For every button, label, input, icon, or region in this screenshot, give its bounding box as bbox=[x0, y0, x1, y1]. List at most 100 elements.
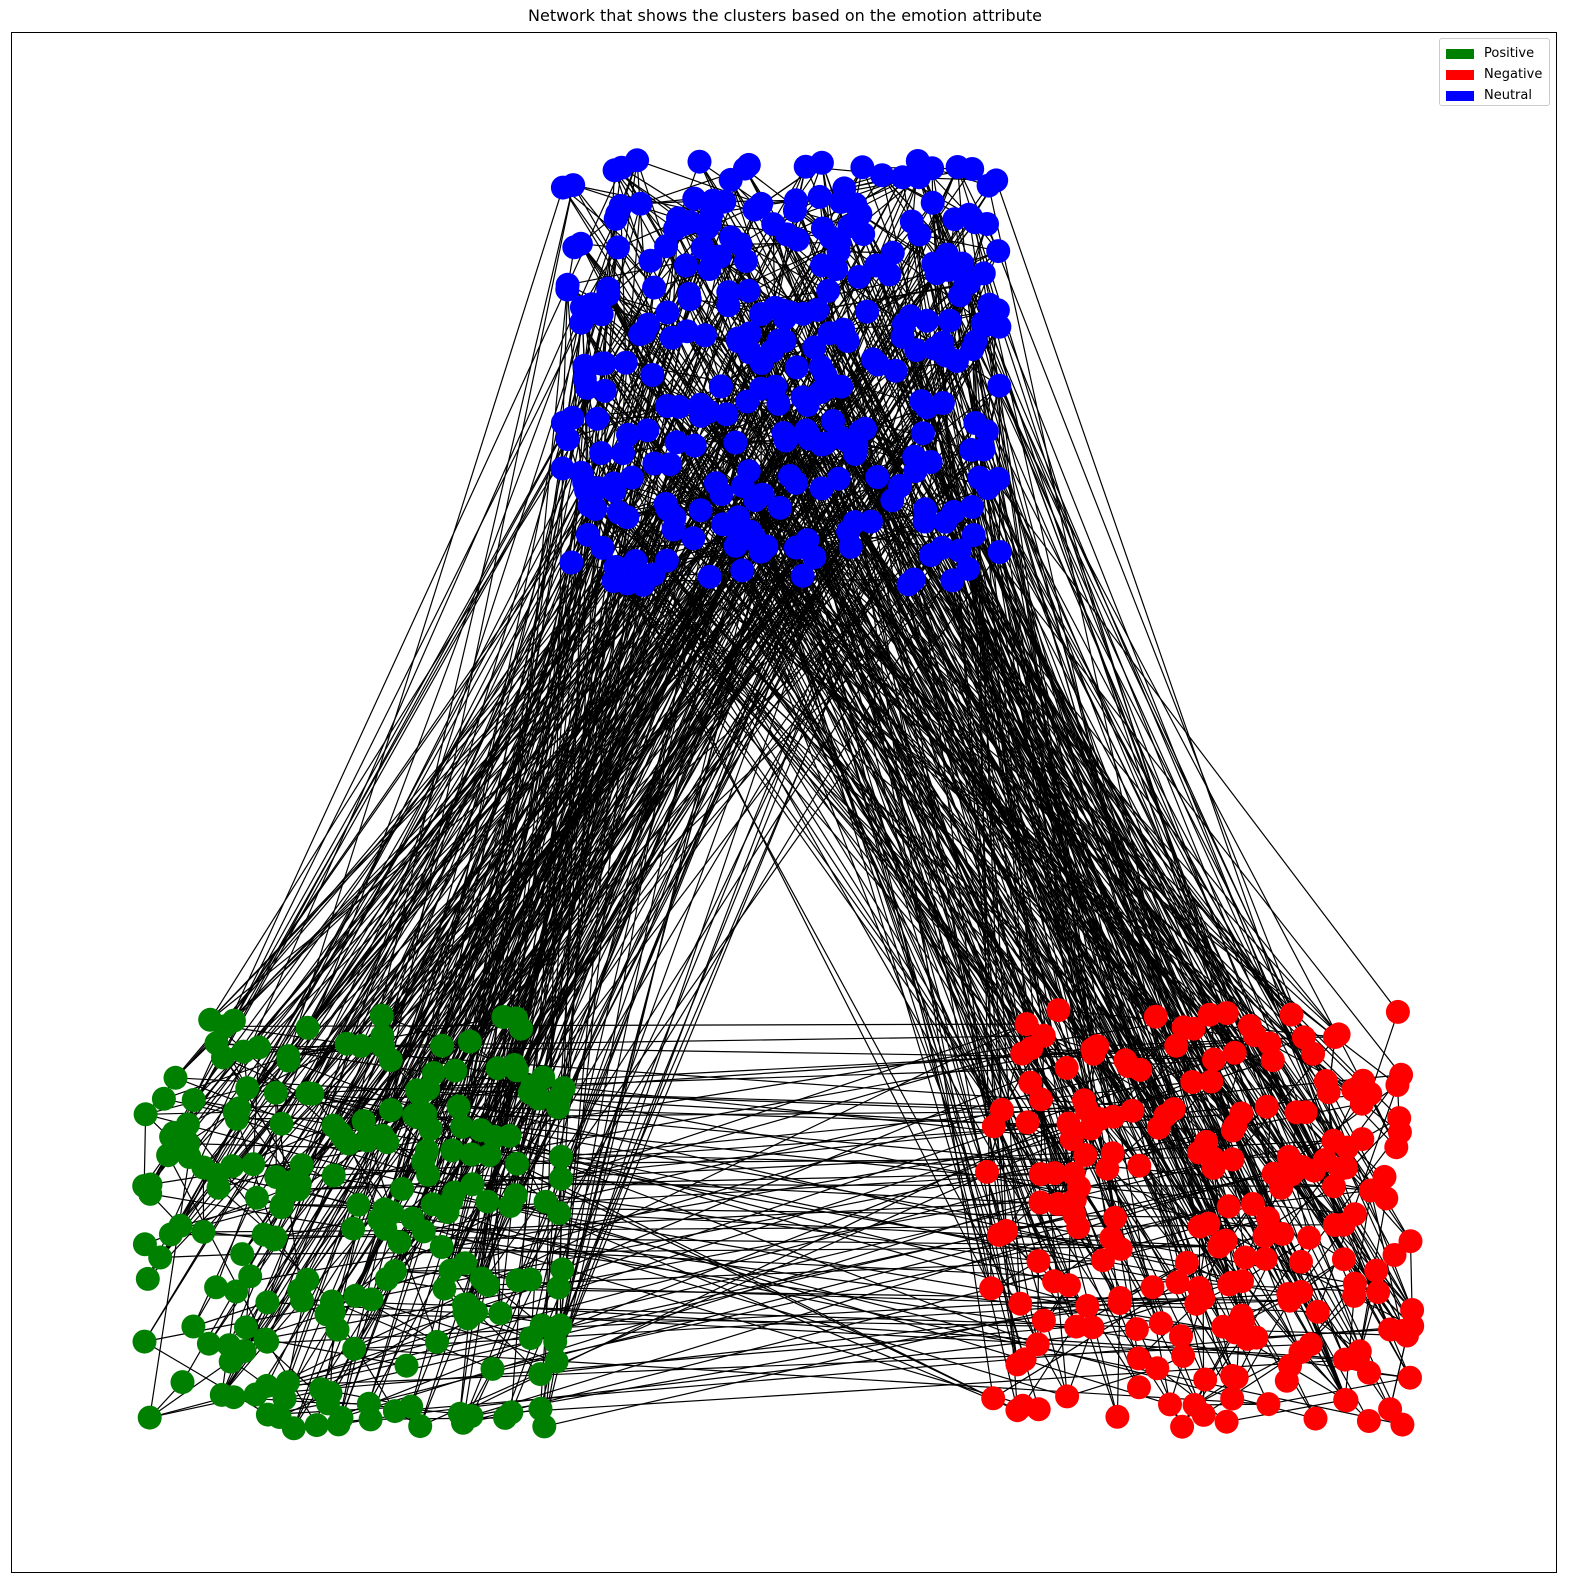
node-neutral bbox=[687, 149, 712, 174]
node-positive bbox=[443, 1058, 468, 1083]
node-negative bbox=[1240, 1192, 1265, 1216]
edge-neutral-neutral bbox=[744, 168, 824, 229]
edge-neutral-negative bbox=[615, 566, 1003, 1111]
node-negative bbox=[1028, 1087, 1053, 1112]
edge-neutral-positive bbox=[538, 560, 668, 1099]
node-neutral bbox=[579, 292, 604, 317]
node-negative bbox=[1342, 1271, 1367, 1296]
edge-neutral-positive bbox=[327, 539, 808, 1404]
node-negative bbox=[1387, 1106, 1412, 1131]
node-positive bbox=[551, 1076, 576, 1101]
node-positive bbox=[550, 1257, 575, 1282]
edge-positive-negative bbox=[247, 1087, 1178, 1283]
edge-neutral-negative bbox=[737, 517, 1070, 1124]
node-neutral bbox=[778, 300, 803, 325]
edge-neutral-positive bbox=[233, 363, 602, 1021]
node-neutral bbox=[853, 416, 877, 441]
node-positive bbox=[475, 1189, 500, 1214]
edge-neutral-negative bbox=[951, 580, 1023, 1054]
node-negative bbox=[1289, 1249, 1313, 1274]
node-negative bbox=[1113, 1048, 1138, 1073]
edge-positive-negative bbox=[274, 1199, 1075, 1240]
node-positive bbox=[224, 1106, 249, 1131]
node-negative bbox=[1358, 1178, 1383, 1203]
node-positive bbox=[369, 1003, 394, 1028]
node-positive bbox=[196, 1331, 221, 1356]
node-negative bbox=[1384, 1135, 1409, 1160]
node-neutral bbox=[967, 465, 992, 490]
node-positive bbox=[286, 1177, 311, 1202]
node-neutral bbox=[692, 323, 717, 348]
node-positive bbox=[532, 1414, 557, 1439]
node-neutral bbox=[619, 465, 644, 490]
node-positive bbox=[263, 1080, 288, 1105]
node-neutral bbox=[682, 433, 707, 458]
node-negative bbox=[1054, 1055, 1079, 1080]
node-positive bbox=[549, 1144, 573, 1169]
node-neutral bbox=[888, 474, 912, 498]
node-negative bbox=[1202, 1047, 1226, 1072]
node-negative bbox=[1031, 1308, 1056, 1333]
node-neutral bbox=[975, 212, 999, 236]
edge-neutral-negative bbox=[795, 547, 1018, 1365]
legend-label-negative: Negative bbox=[1484, 67, 1543, 82]
node-positive bbox=[238, 1264, 263, 1289]
edge-neutral-positive bbox=[424, 294, 609, 1115]
node-neutral bbox=[736, 278, 761, 303]
node-neutral bbox=[661, 517, 686, 542]
node-neutral bbox=[681, 526, 706, 551]
edge-positive-positive bbox=[187, 1043, 347, 1125]
edge-neutral-positive bbox=[246, 512, 620, 1089]
node-positive bbox=[499, 1400, 524, 1425]
node-negative bbox=[1385, 999, 1410, 1024]
node-neutral bbox=[986, 466, 1011, 491]
node-neutral bbox=[865, 465, 890, 489]
chart-title: Network that shows the clusters based on… bbox=[528, 6, 1042, 25]
node-neutral bbox=[971, 261, 996, 286]
node-positive bbox=[459, 1404, 484, 1428]
node-neutral bbox=[577, 493, 602, 518]
node-positive bbox=[477, 1143, 502, 1168]
node-positive bbox=[549, 1166, 573, 1191]
edge-positive-negative bbox=[562, 1048, 1093, 1270]
edge-negative-negative bbox=[1066, 1327, 1094, 1397]
edge-positive-negative bbox=[462, 1217, 1269, 1424]
node-neutral bbox=[688, 403, 713, 428]
edge-neutral-positive bbox=[554, 461, 932, 1342]
node-negative bbox=[1238, 1013, 1262, 1038]
edge-positive-negative bbox=[529, 1091, 1133, 1112]
node-positive bbox=[455, 1292, 480, 1317]
edge-positive-negative bbox=[253, 1163, 1236, 1333]
edge-neutral-negative bbox=[626, 516, 1274, 1061]
node-neutral bbox=[635, 418, 660, 443]
node-positive bbox=[546, 1275, 571, 1300]
node-negative bbox=[1180, 1070, 1205, 1094]
node-positive bbox=[181, 1088, 206, 1112]
edge-neutral-negative bbox=[998, 385, 1327, 1082]
node-negative bbox=[991, 1220, 1016, 1245]
node-neutral bbox=[642, 275, 667, 300]
node-neutral bbox=[653, 491, 678, 516]
node-negative bbox=[981, 1386, 1006, 1411]
node-neutral bbox=[790, 563, 815, 588]
node-positive bbox=[504, 1058, 529, 1083]
node-positive bbox=[295, 1267, 320, 1292]
node-negative bbox=[1274, 1368, 1299, 1393]
node-neutral bbox=[589, 441, 614, 465]
node-positive bbox=[390, 1176, 415, 1201]
node-neutral bbox=[575, 522, 600, 547]
node-negative bbox=[1014, 1012, 1039, 1037]
node-positive bbox=[399, 1394, 424, 1419]
edge-neutral-negative bbox=[802, 313, 1402, 1076]
node-negative bbox=[1072, 1088, 1096, 1113]
node-negative bbox=[1331, 1247, 1356, 1272]
node-neutral bbox=[585, 406, 610, 431]
node-neutral bbox=[858, 509, 883, 534]
edge-positive-negative bbox=[242, 1245, 1220, 1255]
node-positive bbox=[148, 1245, 173, 1270]
node-positive bbox=[241, 1152, 266, 1177]
legend-swatch-neutral bbox=[1446, 90, 1474, 101]
edge-neutral-positive bbox=[516, 575, 804, 1071]
node-positive bbox=[453, 1251, 478, 1276]
